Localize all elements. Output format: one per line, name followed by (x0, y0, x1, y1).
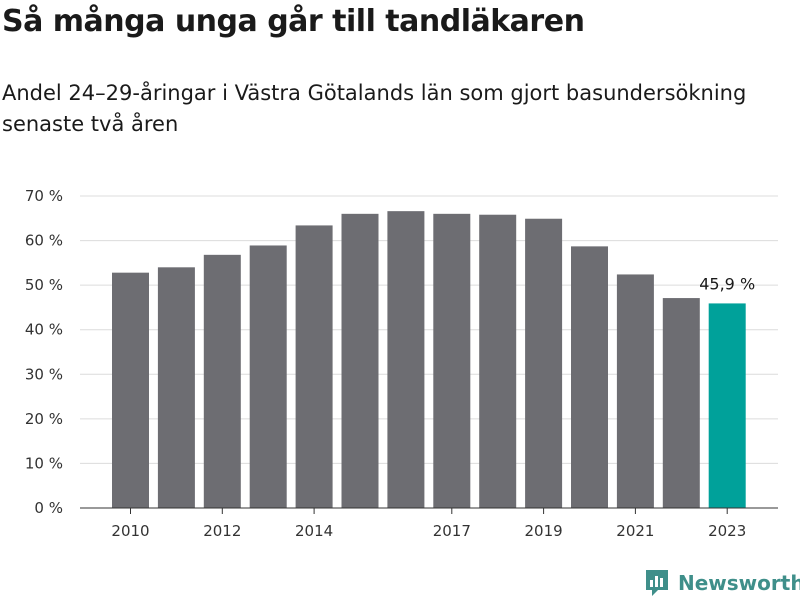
bar-2022 (662, 298, 700, 508)
newsworthy-logo-icon (646, 570, 668, 596)
x-tick-label: 2021 (616, 522, 654, 540)
bar-2020 (571, 246, 608, 508)
y-tick-label: 10 % (25, 454, 63, 472)
bar-2016 (387, 211, 425, 508)
y-tick-label: 60 % (25, 232, 63, 250)
y-tick-label: 70 % (25, 187, 63, 205)
y-tick-label: 30 % (25, 365, 63, 383)
x-tick-label: 2023 (708, 522, 746, 540)
x-tick-label: 2017 (433, 522, 471, 540)
bar-2014 (295, 225, 333, 508)
bar-2018 (479, 214, 517, 508)
y-tick-label: 20 % (25, 410, 63, 428)
chart-subtitle: Andel 24–29-åringar i Västra Götalands l… (2, 81, 747, 136)
bar-2017 (433, 213, 471, 509)
x-tick-label: 2019 (525, 522, 563, 540)
y-tick-label: 50 % (25, 276, 63, 294)
gridlines (80, 195, 778, 464)
bar-2019 (525, 218, 563, 508)
bar-2012 (203, 254, 241, 508)
x-tick-label: 2010 (111, 522, 149, 540)
y-tick-label: 40 % (25, 321, 63, 339)
x-tick-label: 2014 (295, 522, 333, 540)
chart-title: Så många unga går till tandläkaren (2, 4, 585, 39)
bar-2010 (112, 272, 149, 508)
bar-2015 (341, 213, 379, 509)
bar-2013 (249, 245, 287, 508)
x-tick-label: 2012 (203, 522, 241, 540)
bars (112, 211, 746, 509)
bar-annotation-label: 45,9 % (699, 274, 755, 293)
labels: 0 % 10 % 20 % 30 % 40 % 50 % 60 % 70 % 2010 2012 2… (25, 187, 755, 540)
y-tick-label: 0 % (34, 499, 63, 517)
newsworthy-logo: Newsworthy (644, 568, 800, 598)
newsworthy-logo-text: Newsworthy (678, 571, 800, 595)
axes (80, 507, 778, 514)
bar-2011 (157, 267, 195, 508)
bar-2023 (708, 303, 746, 508)
bar-2021 (616, 274, 654, 508)
